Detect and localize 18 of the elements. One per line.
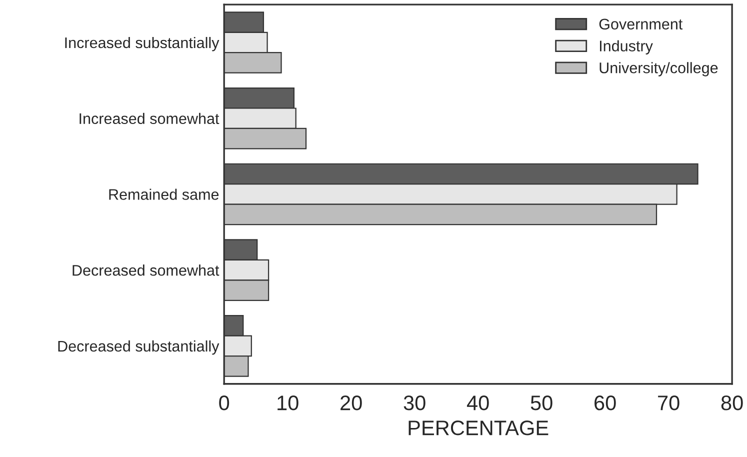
x-tick-label: 20 xyxy=(340,396,362,410)
y-tick-label: Increased substantially xyxy=(65,36,220,52)
y-tick-label: Remained same xyxy=(109,188,219,200)
legend-label: University/college xyxy=(600,62,718,76)
x-tick-label: 50 xyxy=(530,396,552,410)
x-tick-label: 10 xyxy=(278,396,298,410)
legend-label: Industry xyxy=(600,40,653,54)
x-tick-label: 60 xyxy=(594,396,616,410)
x-tick-label: 30 xyxy=(404,396,426,410)
x-tick-label: 80 xyxy=(721,396,743,410)
x-axis-title: PERCENTAGE xyxy=(408,420,548,436)
x-tick-label: 0 xyxy=(219,396,230,410)
legend-label: Government xyxy=(599,18,683,30)
y-tick-label: Increased somewhat xyxy=(80,112,220,124)
x-tick-label: 70 xyxy=(658,396,680,410)
y-tick-label: Decreased substantially xyxy=(58,340,220,355)
y-tick-label: Decreased somewhat xyxy=(72,264,220,276)
x-tick-label: 40 xyxy=(466,396,489,410)
